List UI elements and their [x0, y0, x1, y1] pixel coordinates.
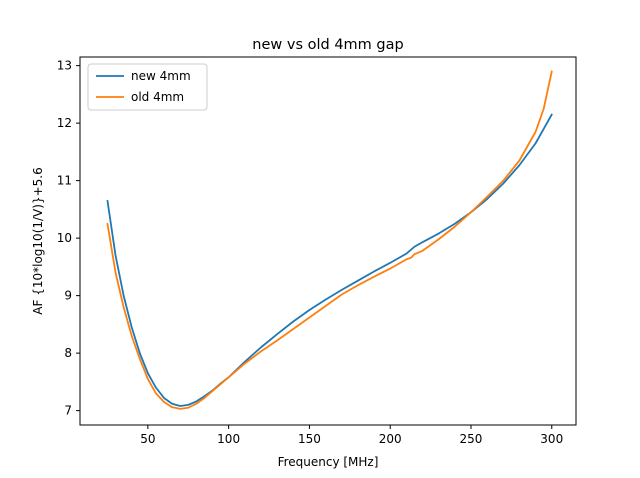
x-tick-label: 150 — [298, 432, 321, 446]
plot-area — [106, 70, 553, 410]
x-axis-label: Frequency [MHz] — [278, 455, 379, 469]
y-tick-label: 13 — [57, 59, 72, 73]
legend-label: old 4mm — [131, 90, 184, 104]
x-tick-label: 300 — [540, 432, 563, 446]
x-tick-label: 200 — [379, 432, 402, 446]
plot-frame — [79, 56, 577, 426]
x-tick-label: 50 — [140, 432, 155, 446]
legend-label: new 4mm — [131, 69, 191, 83]
y-tick-label: 7 — [64, 404, 72, 418]
y-tick-label: 8 — [64, 346, 72, 360]
y-tick-label: 10 — [57, 231, 72, 245]
series-group — [106, 70, 553, 410]
y-axis-label: AF {10*log10(1/V)}+5.6 — [31, 167, 45, 314]
legend: new 4mm old 4mm — [87, 63, 208, 111]
chart-title: new vs old 4mm gap — [252, 37, 403, 53]
series-line-1 — [106, 113, 553, 407]
y-tick-label: 11 — [57, 174, 72, 188]
x-tick-label: 250 — [460, 432, 483, 446]
x-axis: 50 100 150 200 250 300 — [140, 425, 563, 446]
y-axis: 7 8 9 10 11 12 13 — [57, 59, 80, 418]
series-line-2 — [106, 70, 553, 410]
y-tick-label: 12 — [57, 116, 72, 130]
y-tick-label: 9 — [64, 289, 72, 303]
x-tick-label: 100 — [217, 432, 240, 446]
